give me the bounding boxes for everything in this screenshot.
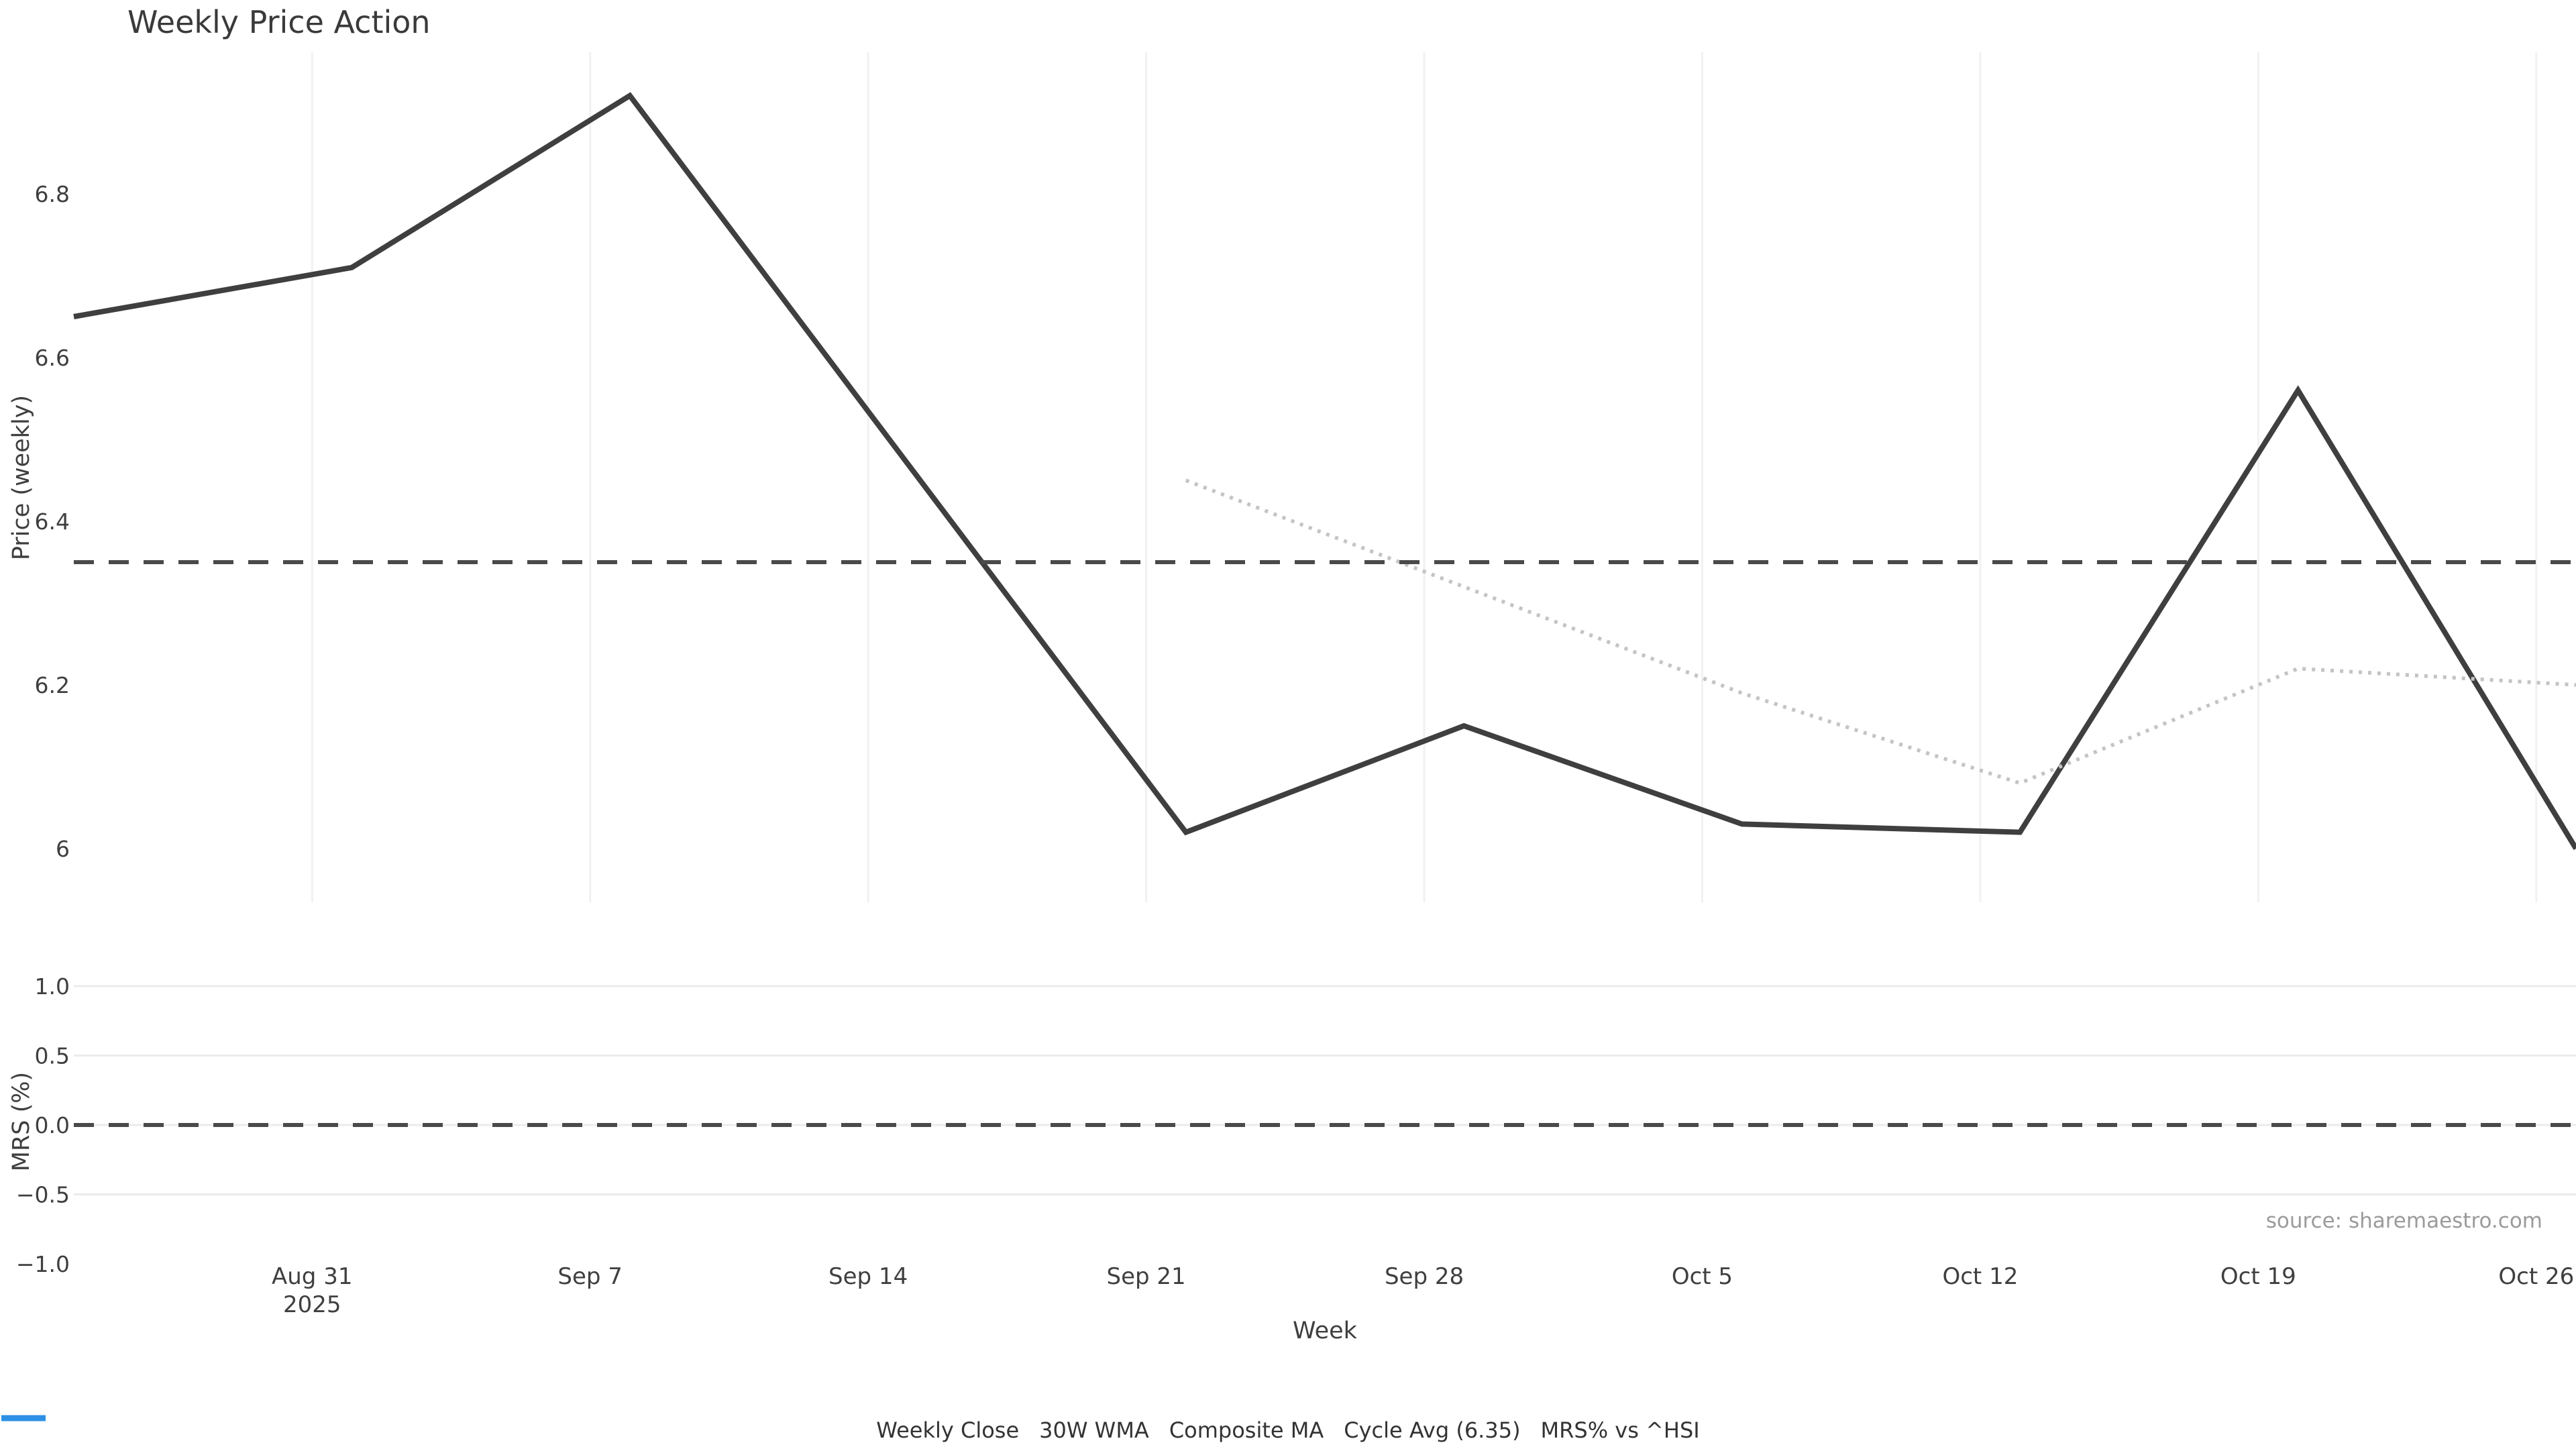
x-tick-sep-28: Sep 28 [1385, 1263, 1464, 1290]
price-tick-6.6: 6.6 [35, 345, 70, 371]
legend-item-30w-wma[interactable]: 30W WMA [1, 1415, 1149, 1443]
price-tick-6: 6 [56, 836, 70, 862]
weekly-close-line [73, 92, 2576, 851]
legend-item-cycle-avg-6-35[interactable]: Cycle Avg (6.35) [1, 1415, 1521, 1443]
x-tick-sep-7: Sep 7 [557, 1263, 623, 1290]
legend-item-composite-ma[interactable]: Composite MA [1, 1416, 1324, 1443]
legend-label: Cycle Avg (6.35) [1344, 1417, 1521, 1443]
mrs-axis-title: MRS (%) [8, 1071, 35, 1172]
legend-label: Composite MA [1169, 1417, 1324, 1443]
legend-label: Weekly Close [876, 1417, 1020, 1443]
legend: Weekly Close 30W WMA Composite MA Cycle Avg… [0, 1411, 2576, 1449]
composite-ma-line [1185, 478, 2576, 786]
x-tick-sep-21: Sep 21 [1106, 1263, 1185, 1290]
x-tick-oct-19: Oct 19 [2220, 1263, 2296, 1290]
legend-label: MRS% vs ^HSI [1540, 1417, 1700, 1443]
legend-item-mrs-vs-hsi[interactable]: MRS% vs ^HSI [1, 1415, 1700, 1443]
x-tick-oct-26: Oct 26 [2498, 1263, 2574, 1290]
x-tick-sep-14: Sep 14 [828, 1263, 908, 1290]
x-tick-oct-12: Oct 12 [1942, 1263, 2018, 1290]
mrs-tick-0-5: −0.5 [16, 1182, 70, 1208]
legend-item-weekly-close[interactable]: Weekly Close [1, 1415, 1020, 1443]
price-axis-title: Price (weekly) [8, 394, 35, 561]
mrs-tick-0-0: 0.0 [35, 1112, 70, 1138]
legend-swatch-mrs-vs-hsi [1, 1415, 46, 1421]
mrs-tick-1-0: 1.0 [35, 973, 70, 1000]
x-tick-sublabel-2025: 2025 [283, 1291, 341, 1318]
mrs-tick-1-0: −1.0 [16, 1251, 70, 1277]
price-tick-6.8: 6.8 [35, 181, 70, 207]
page-title: Weekly Price Action [127, 4, 431, 40]
mrs-tick-0-5: 0.5 [35, 1043, 70, 1069]
x-tick-aug-31: Aug 31 [272, 1263, 352, 1290]
legend-label: 30W WMA [1039, 1417, 1149, 1443]
price-tick-6.2: 6.2 [35, 672, 70, 698]
source-note: source: sharemaestro.com [2265, 1209, 2542, 1233]
x-tick-oct-5: Oct 5 [1672, 1263, 1733, 1290]
price-tick-6.4: 6.4 [35, 508, 70, 535]
x-axis-title: Week [1293, 1318, 1357, 1344]
